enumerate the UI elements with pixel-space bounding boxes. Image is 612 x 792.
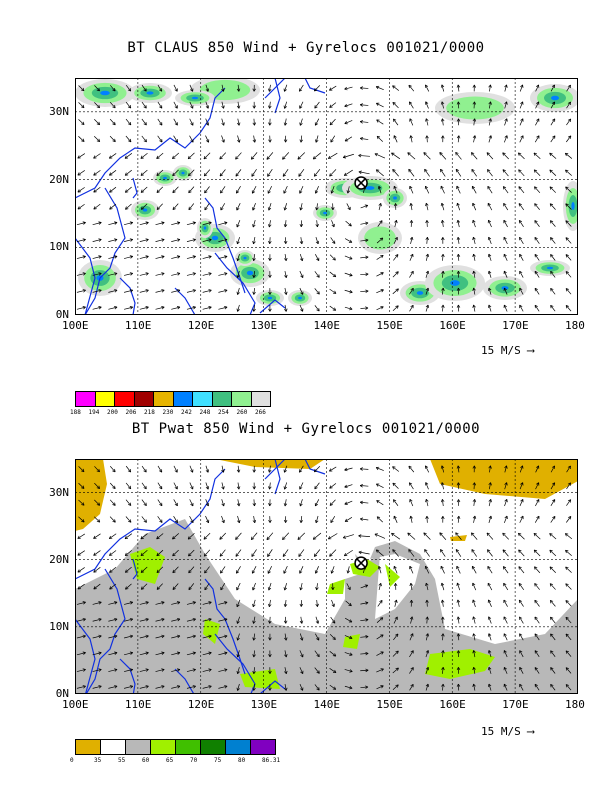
colorbar-swatch: [250, 391, 271, 407]
y-tick-label: 20N: [49, 172, 69, 186]
panel1-vector-scale: 15 M/S ⟶: [481, 344, 534, 357]
colorbar-label: 35: [94, 757, 102, 764]
colorbar-label: 188: [70, 409, 81, 416]
y-tick-label: 0N: [55, 308, 69, 321]
x-tick-label: 140E: [313, 698, 341, 711]
colorbar-label: 80: [238, 757, 246, 764]
x-tick-label: 180: [565, 319, 585, 332]
panel1-colorbar: [75, 391, 271, 407]
y-tick-label: 10N: [49, 619, 69, 633]
colorbar-label: 200: [107, 409, 118, 416]
x-tick-label: 120E: [187, 319, 215, 332]
x-tick-label: 100E: [62, 319, 89, 332]
colorbar-label: 230: [162, 409, 174, 416]
colorbar-swatch: [100, 739, 126, 755]
x-tick-label: 120E: [187, 698, 215, 711]
colorbar-label: 0: [70, 757, 74, 764]
x-tick-label: 130E: [250, 698, 278, 711]
x-tick-label: 180: [565, 698, 585, 711]
panel2-vector-scale: 15 M/S ⟶: [481, 725, 534, 738]
colorbar-swatch: [192, 391, 213, 407]
colorbar-swatch: [153, 391, 174, 407]
colorbar-swatch: [125, 739, 151, 755]
colorbar-swatch: [172, 391, 193, 407]
colorbar-label: 60: [142, 757, 150, 764]
colorbar-label: 194: [88, 409, 100, 416]
colorbar-label: 254: [218, 409, 229, 416]
colorbar-swatch: [175, 739, 201, 755]
x-tick-label: 130E: [250, 319, 278, 332]
colorbar-swatch: [231, 391, 252, 407]
gyre-location-marker: [354, 556, 368, 570]
colorbar-swatch: [225, 739, 251, 755]
colorbar-label: 266: [255, 409, 266, 416]
gyre-location-marker: [354, 176, 368, 190]
x-tick-label: 160E: [439, 698, 466, 711]
x-tick-label: 110E: [124, 698, 152, 711]
colorbar-label: 86.31: [262, 757, 281, 764]
colorbar-swatch: [200, 739, 226, 755]
colorbar-label: 70: [190, 757, 198, 764]
y-tick-label: 30N: [49, 104, 69, 118]
panel2-map: [75, 459, 578, 694]
colorbar-label: 260: [236, 409, 248, 416]
panel2-colorbar: [75, 739, 276, 755]
colorbar-label: 248: [199, 409, 211, 416]
panel1-colorbar-labels: 188 194 200 206 218 230 242 248 254 260 266: [70, 409, 274, 416]
colorbar-label: 75: [214, 757, 222, 764]
colorbar-swatch: [114, 391, 135, 407]
panel2-title: BT Pwat 850 Wind + Gyrelocs 001021/0000: [131, 421, 481, 437]
x-tick-label: 110E: [124, 319, 152, 332]
x-tick-label: 170E: [502, 319, 529, 332]
colorbar-label: 218: [144, 409, 155, 416]
colorbar-swatch: [94, 391, 115, 407]
colorbar-swatch: [250, 739, 276, 755]
y-tick-label: 0N: [55, 687, 69, 700]
panel1-title: BT CLAUS 850 Wind + Gyrelocs 001021/0000: [127, 40, 485, 56]
colorbar-label: 206: [125, 409, 137, 416]
colorbar-label: 242: [181, 409, 192, 416]
colorbar-label: 55: [118, 757, 126, 764]
x-tick-label: 150E: [376, 319, 403, 332]
x-tick-label: 160E: [439, 319, 466, 332]
y-tick-label: 10N: [49, 240, 69, 254]
colorbar-swatch: [211, 391, 232, 407]
colorbar-swatch: [75, 739, 101, 755]
y-tick-label: 20N: [49, 552, 69, 566]
x-tick-label: 170E: [502, 698, 529, 711]
colorbar-label: 65: [166, 757, 174, 764]
x-tick-label: 140E: [313, 319, 341, 332]
panel1-map: [75, 78, 578, 315]
x-tick-label: 100E: [62, 698, 89, 711]
colorbar-swatch: [150, 739, 176, 755]
y-tick-label: 30N: [49, 485, 69, 499]
panel2-colorbar-labels: 0 35 55 60 65 70 75 80 86.31: [70, 757, 286, 764]
x-tick-label: 150E: [376, 698, 403, 711]
colorbar-swatch: [75, 391, 96, 407]
colorbar-swatch: [133, 391, 154, 407]
